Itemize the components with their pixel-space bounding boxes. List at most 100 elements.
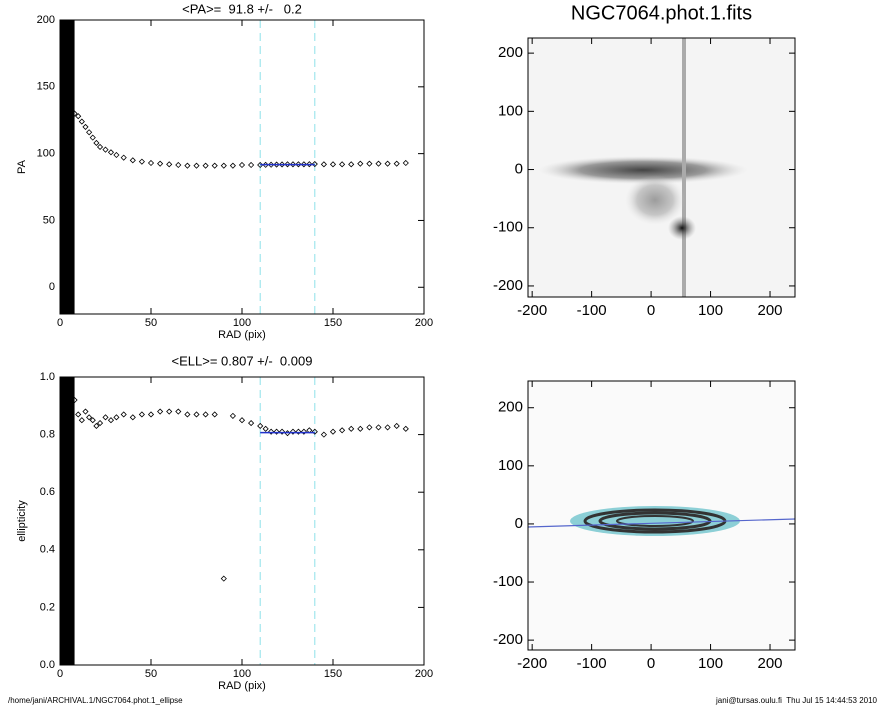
x-axis-label: RAD (pix) bbox=[218, 329, 266, 341]
data-point bbox=[71, 396, 78, 404]
footer-left: /home/jani/ARCHIVAL.1/NGC7064.phot.1_ell… bbox=[8, 696, 183, 705]
x-tick-label: 200 bbox=[758, 655, 783, 672]
data-point bbox=[211, 162, 218, 169]
data-point bbox=[75, 411, 82, 418]
plot-frame bbox=[59, 376, 425, 666]
data-point bbox=[229, 412, 236, 419]
y-tick-label: 1.0 bbox=[40, 371, 55, 383]
data-point bbox=[284, 161, 291, 168]
data-point bbox=[184, 162, 191, 169]
x-tick-label: 150 bbox=[324, 317, 342, 329]
data-point bbox=[311, 160, 318, 168]
plot-frame bbox=[527, 37, 796, 298]
data-point bbox=[384, 160, 391, 167]
data-point bbox=[175, 408, 182, 415]
data-point bbox=[273, 161, 280, 168]
y-tick-label: 200 bbox=[498, 44, 523, 61]
data-point bbox=[102, 146, 109, 153]
y-tick-label: 50 bbox=[43, 214, 55, 226]
data-point bbox=[82, 408, 89, 415]
data-point bbox=[238, 161, 246, 169]
chart-title: <PA>= 91.8 +/- 0.2 bbox=[182, 1, 302, 16]
masked-region bbox=[60, 20, 75, 314]
data-point bbox=[147, 411, 155, 418]
data-point bbox=[357, 425, 364, 432]
data-point bbox=[238, 417, 246, 424]
data-point bbox=[120, 154, 127, 161]
image-content bbox=[527, 381, 796, 650]
y-tick-label: 0 bbox=[515, 515, 523, 532]
x-tick-label: 100 bbox=[698, 302, 723, 319]
y-tick-label: 0.4 bbox=[40, 544, 55, 556]
data-point bbox=[257, 422, 264, 430]
x-tick-label: 50 bbox=[145, 317, 157, 329]
x-tick-label: 0 bbox=[647, 302, 655, 319]
data-point bbox=[295, 161, 302, 168]
data-point bbox=[64, 411, 71, 418]
data-point bbox=[248, 420, 255, 427]
data-point bbox=[138, 411, 145, 418]
data-point bbox=[329, 161, 337, 168]
x-tick-label: 200 bbox=[758, 302, 783, 319]
data-point bbox=[78, 417, 85, 424]
data-point bbox=[89, 417, 96, 424]
data-point bbox=[107, 417, 115, 424]
x-tick-label: -200 bbox=[517, 302, 547, 319]
data-point bbox=[375, 424, 382, 431]
y-tick-label: -200 bbox=[493, 277, 523, 294]
x-tick-label: 50 bbox=[145, 668, 157, 680]
masked-region bbox=[60, 377, 75, 665]
plot-frame bbox=[59, 19, 425, 315]
data-point bbox=[129, 157, 136, 164]
data-point bbox=[93, 139, 100, 147]
x-tick-label: 0 bbox=[57, 317, 63, 329]
data-point bbox=[220, 575, 227, 582]
data-point bbox=[93, 422, 100, 430]
data-point bbox=[289, 161, 297, 168]
x-tick-label: -100 bbox=[577, 655, 607, 672]
y-tick-label: -100 bbox=[493, 573, 523, 590]
data-point bbox=[262, 425, 269, 432]
y-tick-label: -100 bbox=[493, 219, 523, 236]
data-point bbox=[320, 161, 327, 168]
x-tick-label: 0 bbox=[57, 668, 63, 680]
data-point bbox=[166, 161, 173, 168]
data-point bbox=[147, 159, 155, 167]
data-point bbox=[268, 428, 275, 435]
y-tick-label: 200 bbox=[37, 14, 55, 26]
chart-title: NGC7064.phot.1.fits bbox=[571, 2, 752, 24]
x-tick-label: 200 bbox=[415, 668, 433, 680]
data-point bbox=[402, 159, 409, 167]
y-axis-label: PA bbox=[16, 159, 28, 174]
y-tick-label: 100 bbox=[37, 148, 55, 160]
data-point bbox=[202, 162, 209, 169]
data-point bbox=[248, 161, 255, 169]
data-point bbox=[393, 422, 400, 430]
data-point bbox=[311, 428, 318, 435]
data-point bbox=[357, 160, 364, 167]
y-tick-label: -200 bbox=[493, 631, 523, 648]
x-axis-label: RAD (pix) bbox=[218, 680, 266, 692]
data-point bbox=[193, 162, 200, 169]
data-point bbox=[278, 161, 286, 168]
data-point bbox=[96, 420, 104, 427]
data-point bbox=[320, 431, 327, 438]
data-point bbox=[339, 161, 346, 168]
data-point bbox=[64, 115, 71, 122]
data-point bbox=[229, 162, 236, 169]
x-tick-label: -100 bbox=[577, 302, 607, 319]
y-tick-label: 200 bbox=[498, 399, 523, 416]
data-point bbox=[220, 162, 227, 169]
footer-right: jani@tursas.oulu.fi Thu Jul 15 14:44:53 … bbox=[715, 696, 878, 705]
y-tick-label: 0 bbox=[515, 161, 523, 178]
data-point bbox=[120, 411, 127, 418]
data-point bbox=[157, 408, 164, 415]
data-point bbox=[273, 428, 280, 435]
plot-frame bbox=[527, 380, 796, 651]
data-point bbox=[366, 160, 373, 167]
data-point bbox=[67, 113, 74, 120]
data-point bbox=[384, 424, 391, 431]
data-point bbox=[86, 129, 93, 136]
data-point bbox=[78, 118, 85, 125]
x-tick-label: 100 bbox=[233, 317, 251, 329]
